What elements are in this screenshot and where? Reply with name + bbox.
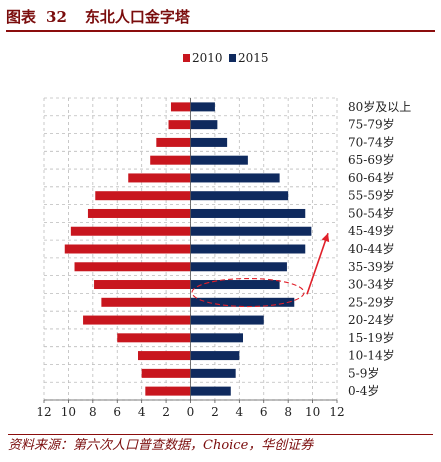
x-tick-label: 6	[260, 405, 268, 419]
bar-2010-55-59岁	[95, 191, 191, 201]
bar-2010-70-74岁	[156, 137, 191, 147]
x-tick-label: 4	[236, 405, 244, 419]
figure-number: 32	[46, 8, 67, 26]
x-tick-label: 12	[329, 405, 344, 419]
x-tick-label: 12	[36, 405, 51, 419]
source-note: 资料来源：第六次人口普查数据，Choice，华创证券	[8, 434, 433, 459]
bar-2015-50-54岁	[190, 208, 306, 218]
category-label: 40-44岁	[348, 241, 395, 256]
bar-2015-60-64岁	[190, 173, 280, 183]
category-label: 35-39岁	[348, 259, 395, 274]
category-label: 80岁及以上	[348, 99, 411, 114]
bar-2010-80岁及以上	[170, 102, 191, 112]
bar-2015-0-4岁	[190, 386, 231, 396]
category-label: 5-9岁	[348, 365, 379, 380]
figure-label: 图表	[6, 8, 37, 26]
category-label: 0-4岁	[348, 383, 379, 398]
bar-2015-15-19岁	[190, 333, 243, 343]
x-tick-label: 10	[61, 405, 76, 419]
legend: 2010 2015	[183, 51, 269, 65]
trend-arrow-head	[321, 233, 330, 243]
category-label: 20-24岁	[348, 312, 395, 327]
category-label: 30-34岁	[348, 277, 395, 292]
axis-layer: 12 10 8 6 4 2 0 2 4 6 8 10 12	[36, 98, 345, 419]
figure-title: 东北人口金字塔	[84, 8, 190, 26]
legend-swatch-2015	[229, 54, 236, 62]
bar-2015-75-79岁	[190, 120, 218, 130]
bar-2010-20-24岁	[83, 315, 191, 325]
bar-2010-50-54岁	[87, 208, 191, 218]
legend-label-2015: 2015	[238, 51, 269, 65]
chart-svg: 12 10 8 6 4 2 0 2 4 6 8 10 12 0-4岁 5-9岁 10-14岁 15-19岁 20…	[36, 51, 411, 419]
category-label: 65-69岁	[348, 152, 395, 167]
bar-2015-25-29岁	[190, 297, 295, 307]
bar-2015-5-9岁	[190, 368, 236, 378]
bar-2010-30-34岁	[94, 280, 191, 290]
bar-2015-80岁及以上	[190, 102, 215, 112]
category-label: 15-19岁	[348, 330, 395, 345]
x-tick-label: 2	[162, 405, 170, 419]
category-label: 60-64岁	[348, 170, 395, 185]
bar-2010-5-9岁	[141, 368, 191, 378]
category-label: 25-29岁	[348, 294, 395, 309]
bar-2010-65-69岁	[150, 155, 191, 165]
bar-2015-35-39岁	[190, 262, 287, 272]
bar-2010-35-39岁	[74, 262, 191, 272]
category-label: 55-59岁	[348, 188, 395, 203]
x-tick-label: 2	[211, 405, 219, 419]
population-pyramid-chart: 12 10 8 6 4 2 0 2 4 6 8 10 12 0-4岁 5-9岁 10-14岁 15-19岁 20…	[0, 40, 441, 430]
bar-2010-25-29岁	[101, 297, 191, 307]
category-label: 70-74岁	[348, 134, 395, 149]
category-label: 45-49岁	[348, 223, 395, 238]
category-label: 10-14岁	[348, 348, 395, 363]
category-label: 50-54岁	[348, 205, 395, 220]
bars-layer	[64, 102, 312, 396]
bar-2010-10-14岁	[138, 351, 191, 361]
bar-2015-30-34岁	[190, 280, 280, 290]
bar-2015-40-44岁	[190, 244, 306, 254]
legend-swatch-2010	[183, 54, 190, 62]
bar-2010-45-49岁	[70, 226, 191, 236]
x-tick-label: 4	[138, 405, 146, 419]
trend-arrow-line	[306, 232, 329, 295]
bar-2010-60-64岁	[128, 173, 191, 183]
x-tick-label: 0	[187, 405, 195, 419]
category-labels: 0-4岁 5-9岁 10-14岁 15-19岁 20-24岁 25-29岁 30-34岁 35…	[348, 99, 411, 398]
x-tick-label: 10	[305, 405, 320, 419]
highlight-ellipse	[191, 277, 305, 308]
bar-2015-45-49岁	[190, 226, 312, 236]
bar-2015-55-59岁	[190, 191, 289, 201]
bar-2010-40-44岁	[64, 244, 191, 254]
x-tick-label: 8	[89, 405, 97, 419]
bar-2010-15-19岁	[117, 333, 191, 343]
category-label: 75-79岁	[348, 117, 395, 132]
legend-label-2010: 2010	[192, 51, 223, 65]
bar-2010-0-4岁	[145, 386, 191, 396]
bar-2015-70-74岁	[190, 137, 228, 147]
x-tick-label: 6	[113, 405, 121, 419]
figure-title-bar: 图表 32 东北人口金字塔	[6, 4, 435, 32]
bar-2015-65-69岁	[190, 155, 248, 165]
bar-2010-75-79岁	[168, 120, 191, 130]
bar-2015-20-24岁	[190, 315, 264, 325]
x-tick-label: 8	[284, 405, 292, 419]
annotations	[191, 232, 330, 308]
bar-2015-10-14岁	[190, 351, 240, 361]
